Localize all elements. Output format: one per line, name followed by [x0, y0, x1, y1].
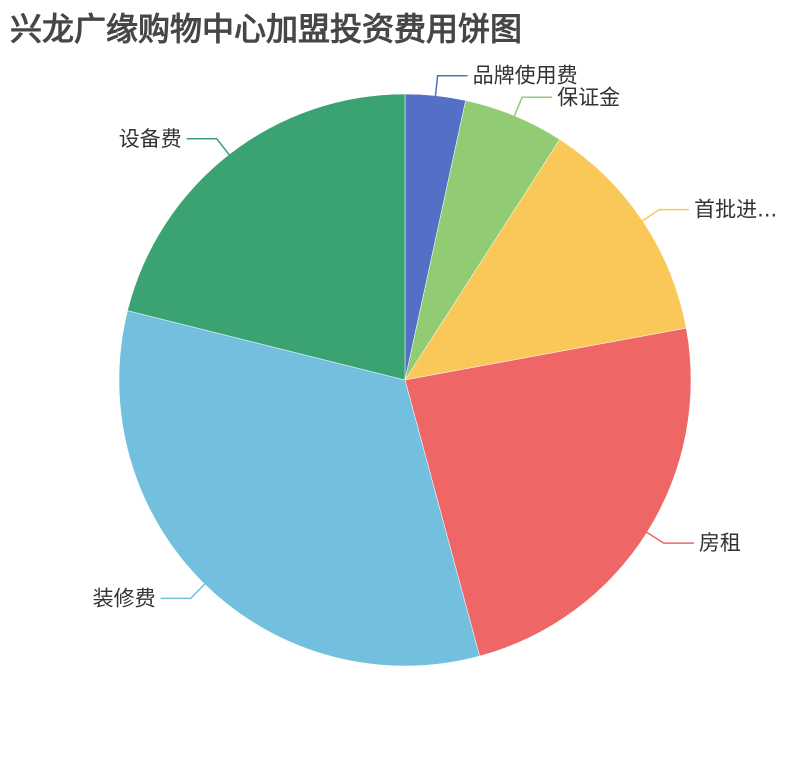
- label-line-5: [186, 138, 233, 159]
- slice-label-1: 保证金: [557, 85, 620, 109]
- slice-label-5: 设备费: [119, 127, 182, 151]
- slice-label-2: 首批进...: [694, 198, 777, 222]
- label-line-3: [643, 529, 694, 544]
- label-line-1: [512, 96, 553, 120]
- slice-label-0: 品牌使用费: [473, 64, 578, 88]
- slice-label-4: 装修费: [93, 586, 156, 610]
- label-line-2: [638, 208, 690, 224]
- label-line-4: [160, 580, 209, 600]
- chart-title: 兴龙广缘购物中心加盟投资费用饼图: [10, 10, 523, 48]
- slice-label-3: 房租: [699, 531, 741, 555]
- label-line-0: [434, 74, 468, 100]
